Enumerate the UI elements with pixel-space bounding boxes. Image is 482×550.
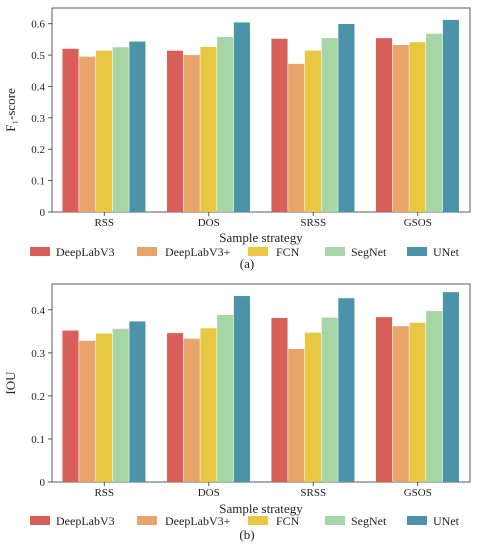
bar-deeplabv3plus-rss (79, 340, 96, 482)
y-tick-label: 0.1 (31, 176, 45, 188)
chart-panel-b: 0 0.1 0.2 0.3 0.4 IOU RSS DOS SRSS GSOS Sample str… (3, 283, 471, 542)
legend-label: FCN (276, 245, 300, 259)
bar-deeplabv3plus-gsos (392, 326, 409, 482)
chart-panel-a: 0 0.1 0.2 0.3 0.4 0.5 0.6 F₁-score RSS DOS SRSS GSO… (3, 7, 471, 271)
bar-fcn-rss (95, 333, 113, 482)
x-tick-label: GSOS (404, 487, 432, 499)
x-tick-label: SRSS (300, 487, 326, 499)
panel-caption: (a) (240, 256, 254, 271)
bar-deeplabv3plus-dos (183, 338, 200, 482)
legend-label: SegNet (351, 514, 387, 528)
legend-swatch (137, 516, 157, 525)
y-tick-label: 0.2 (31, 391, 45, 403)
bar-unet-dos (233, 22, 250, 212)
legend-swatch (30, 247, 50, 256)
y-tick-label: 0.6 (31, 19, 45, 31)
x-tick-label: RSS (94, 487, 114, 499)
legend-swatch (137, 247, 157, 256)
y-tick-label: 0.5 (31, 50, 45, 62)
y-tick-label: 0.4 (31, 305, 45, 317)
bar-deeplabv3-dos (166, 50, 184, 213)
bar-fcn-srss (304, 50, 322, 213)
legend: DeepLabV3 DeepLabV3+ FCN SegNet UNet (30, 245, 460, 259)
y-axis-label: F₁-score (3, 88, 18, 132)
bar-unet-rss (129, 321, 146, 482)
bar-fcn-gsos (409, 322, 426, 482)
y-tick-label: 0.1 (31, 434, 45, 446)
y-tick-label: 0 (40, 207, 46, 219)
bar-deeplabv3plus-rss (79, 56, 96, 213)
bar-deeplabv3-gsos (375, 38, 393, 212)
bar-deeplabv3plus-gsos (392, 45, 409, 212)
bar-deeplabv3-srss (271, 38, 288, 213)
bar-deeplabv3-dos (166, 333, 184, 482)
legend-swatch (325, 247, 345, 256)
legend-swatch (30, 516, 50, 525)
legend-label: UNet (433, 514, 460, 528)
plot-frame (51, 283, 471, 483)
y-tick-label: 0.4 (31, 81, 45, 93)
legend-label: DeepLabV3 (56, 245, 115, 259)
panel-caption: (b) (239, 527, 254, 542)
bar-unet-dos (233, 296, 250, 482)
bar-unet-gsos (442, 292, 459, 482)
bar-deeplabv3plus-srss (288, 349, 305, 482)
bar-fcn-dos (200, 46, 217, 212)
y-tick-label: 0.3 (31, 348, 45, 360)
y-tick-label: 0.2 (31, 144, 45, 156)
bar-segnet-gsos (426, 33, 443, 212)
legend: DeepLabV3 DeepLabV3+ FCN SegNet UNet (30, 514, 460, 528)
bar-unet-rss (129, 41, 146, 212)
bar-segnet-srss (321, 317, 338, 482)
bar-deeplabv3-gsos (375, 317, 393, 482)
legend-swatch (407, 247, 427, 256)
legend-label: DeepLabV3 (56, 514, 115, 528)
plot-frame (51, 7, 471, 213)
legend-label: DeepLabV3+ (165, 514, 231, 528)
bar-segnet-rss (112, 47, 129, 213)
bar-deeplabv3-srss (271, 318, 288, 482)
x-tick-label: SRSS (300, 217, 326, 229)
bar-deeplabv3-rss (62, 48, 79, 212)
bar-fcn-dos (200, 328, 217, 482)
x-tick-label: RSS (94, 217, 114, 229)
bar-fcn-gsos (409, 42, 426, 213)
legend-swatch (325, 516, 345, 525)
x-tick-label: DOS (198, 217, 220, 229)
bar-segnet-dos (217, 314, 234, 482)
bar-segnet-dos (217, 36, 234, 213)
x-tick-label: DOS (198, 487, 220, 499)
y-tick-label: 0.3 (31, 113, 45, 125)
bar-segnet-srss (321, 38, 338, 212)
bar-deeplabv3plus-dos (183, 55, 200, 212)
bar-unet-srss (338, 298, 355, 482)
bar-deeplabv3-rss (62, 330, 79, 482)
bar-fcn-rss (95, 50, 113, 213)
x-axis-label: Sample strategy (219, 230, 303, 245)
legend-swatch (407, 516, 427, 525)
legend-label: DeepLabV3+ (165, 245, 231, 259)
y-tick-label: 0 (40, 477, 46, 489)
bar-segnet-gsos (426, 311, 443, 482)
legend-swatch (248, 247, 268, 256)
legend-label: SegNet (351, 245, 387, 259)
bar-deeplabv3plus-srss (288, 63, 305, 212)
bar-fcn-srss (304, 332, 322, 482)
x-axis-label: Sample strategy (219, 501, 303, 516)
legend-swatch (248, 516, 268, 525)
bar-segnet-rss (112, 328, 129, 482)
legend-label: FCN (276, 514, 300, 528)
bar-unet-gsos (442, 19, 459, 213)
bar-unet-srss (338, 24, 355, 213)
legend-label: UNet (433, 245, 460, 259)
y-axis-label: IOU (3, 371, 18, 395)
x-tick-label: GSOS (404, 217, 432, 229)
